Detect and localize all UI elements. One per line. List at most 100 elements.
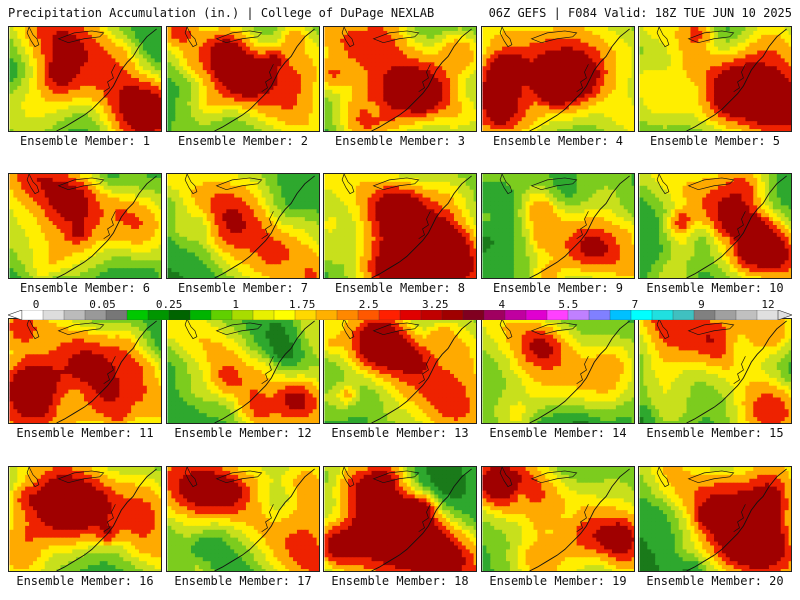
lake-outline	[499, 467, 513, 488]
lake-outline	[656, 467, 670, 488]
bay-outline	[733, 211, 746, 240]
bay-outline	[103, 356, 116, 385]
lake-outline	[26, 174, 40, 195]
bay-outline	[261, 504, 274, 533]
colorbar-tick-label: 0.25	[156, 298, 183, 311]
lake-outline	[215, 322, 263, 336]
colorbar-segment	[504, 310, 527, 320]
bay-outline	[103, 504, 116, 533]
lake-outline	[656, 319, 670, 340]
colorbar-segment	[63, 310, 86, 320]
coastline	[214, 28, 315, 131]
colorbar-segment	[378, 310, 401, 320]
colorbar-tick-label: 0.05	[89, 298, 116, 311]
precip-map	[167, 27, 319, 131]
coastline	[529, 175, 630, 278]
colorbar-tick-label: 5.5	[558, 298, 578, 311]
colorbar-segment	[420, 310, 443, 320]
coastline	[686, 175, 787, 278]
coastline	[214, 468, 315, 571]
lake-outline	[687, 30, 735, 44]
run-info: 06Z GEFS | F084 Valid: 18Z TUE JUN 10 20…	[489, 6, 792, 20]
colorbar-segment	[231, 310, 254, 320]
colorbar-segment	[21, 310, 44, 320]
precip-map	[167, 467, 319, 571]
bay-outline	[261, 356, 274, 385]
lake-outline	[372, 177, 420, 191]
precip-map	[639, 467, 791, 571]
ensemble-map-panel	[638, 466, 792, 572]
colorbar-segment	[588, 310, 611, 320]
lake-outline	[499, 27, 513, 48]
coastline	[371, 468, 472, 571]
lake-outline	[184, 467, 198, 488]
bay-outline	[261, 64, 274, 93]
coastline	[371, 320, 472, 423]
precip-map	[324, 174, 476, 278]
lake-outline	[687, 470, 735, 484]
coastline	[56, 175, 157, 278]
lake-outline	[215, 30, 263, 44]
ensemble-member-label: Ensemble Member: 17	[163, 574, 323, 588]
lake-outline	[215, 177, 263, 191]
lake-outline	[530, 30, 578, 44]
coastline	[529, 320, 630, 423]
colorbar-tick-label: 4	[499, 298, 506, 311]
lake-outline	[372, 322, 420, 336]
coastline	[371, 175, 472, 278]
lake-outline	[57, 30, 105, 44]
ensemble-map-panel	[481, 26, 635, 132]
ensemble-map-panel	[638, 26, 792, 132]
colorbar-segment	[399, 310, 422, 320]
colorbar-tick-label: 0	[33, 298, 40, 311]
lake-outline	[499, 174, 513, 195]
coastline	[214, 320, 315, 423]
colorbar-segment	[525, 310, 548, 320]
bay-outline	[733, 356, 746, 385]
precip-map	[167, 319, 319, 423]
colorbar-segment	[714, 310, 737, 320]
ensemble-map-panel	[166, 318, 320, 424]
colorbar-tick-label: 3.25	[422, 298, 449, 311]
ensemble-member-label: Ensemble Member: 16	[5, 574, 165, 588]
bay-outline	[418, 356, 431, 385]
ensemble-map-panel	[8, 318, 162, 424]
colorbar-segment	[168, 310, 191, 320]
colorbar-segment	[105, 310, 128, 320]
precip-map	[9, 319, 161, 423]
ensemble-member-label: Ensemble Member: 14	[478, 426, 638, 440]
ensemble-member-label: Ensemble Member: 5	[635, 134, 795, 148]
ensemble-map-panel	[323, 26, 477, 132]
ensemble-member-label: Ensemble Member: 15	[635, 426, 795, 440]
ensemble-map-panel	[166, 173, 320, 279]
colorbar-segment	[210, 310, 233, 320]
lake-outline	[530, 322, 578, 336]
ensemble-member-label: Ensemble Member: 1	[5, 134, 165, 148]
lake-outline	[372, 30, 420, 44]
bay-outline	[103, 211, 116, 240]
colorbar-segment	[735, 310, 758, 320]
lake-outline	[687, 177, 735, 191]
precip-map	[482, 319, 634, 423]
ensemble-map-panel	[481, 318, 635, 424]
ensemble-map-panel	[323, 173, 477, 279]
lake-outline	[57, 177, 105, 191]
lake-outline	[341, 174, 355, 195]
colorbar-tick-label: 12	[761, 298, 774, 311]
lake-outline	[341, 27, 355, 48]
coastline	[529, 28, 630, 131]
colorbar-segment	[42, 310, 65, 320]
precip-map	[639, 174, 791, 278]
coastline	[529, 468, 630, 571]
bay-outline	[576, 356, 589, 385]
precip-map	[482, 174, 634, 278]
coastline	[686, 28, 787, 131]
colorbar-segment	[294, 310, 317, 320]
colorbar-min-arrow	[8, 310, 23, 320]
lake-outline	[184, 27, 198, 48]
lake-outline	[26, 467, 40, 488]
ensemble-member-label: Ensemble Member: 12	[163, 426, 323, 440]
ensemble-map-panel	[323, 318, 477, 424]
ensemble-member-label: Ensemble Member: 18	[320, 574, 480, 588]
bay-outline	[733, 64, 746, 93]
